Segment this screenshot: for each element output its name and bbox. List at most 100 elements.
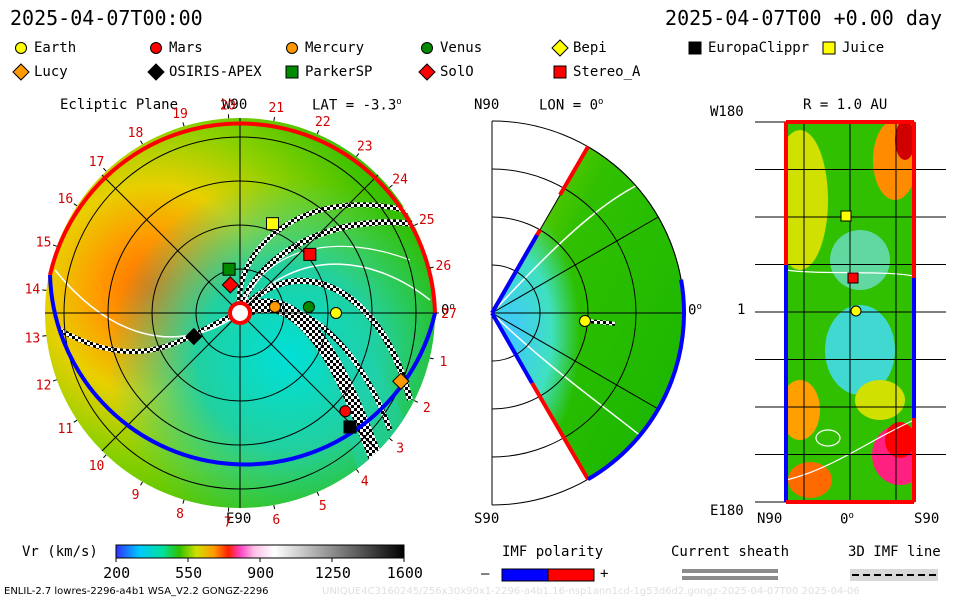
carrington-tick [182,499,185,504]
radial-juice-marker [840,210,852,222]
radial-map [755,120,946,504]
carrington-tick-label: 1 [439,355,447,370]
legend-item: Venus [418,39,482,57]
legend-label: Bepi [573,40,607,56]
radial-x-right: S90 [914,511,940,527]
carrington-tick [389,184,393,189]
meridional-bottom-label: S90 [474,511,500,527]
carrington-tick-label: 20 [220,98,236,113]
carrington-tick [140,140,143,145]
carrington-tick-label: 25 [419,213,435,228]
carrington-tick-label: 11 [58,422,74,437]
imf-minus: – [481,566,490,582]
ecliptic-objects [185,217,410,434]
ecliptic-grid [45,118,435,508]
wedge-grid-ray [491,312,659,410]
legend-marker [688,41,702,55]
carrington-tick [414,223,419,226]
carrington-tick-label: 17 [89,155,105,170]
carrington-tick [356,469,360,473]
ecliptic-marker-earth [330,307,342,319]
imf-polarity-title: IMF polarity [502,544,604,560]
footer-left: ENLIL-2.7 lowres-2296-a4b1 WSA_V2.2 GONG… [4,586,269,597]
current-sheath-swatch-1 [682,569,778,573]
legend-marker [147,63,165,81]
carrington-tick [73,203,78,207]
carrington-tick [140,481,143,486]
carrington-tick [316,491,320,496]
legend-marker [418,63,436,81]
radial-x-left: N90 [757,511,783,527]
carrington-tick-label: 27 [441,307,457,322]
legend-marker [286,42,298,54]
carrington-tick-label: 3 [396,441,404,456]
carrington-tick-label: 18 [128,126,144,141]
carrington-tick-label: 19 [172,107,188,122]
legend-marker [15,42,27,54]
circle-icon [15,42,27,54]
footer-right: UNIQUE4C3160245/256x30x90x1-2296-a4b1.16… [322,586,860,597]
ecliptic-rim-blue [48,274,437,467]
imf-3d-title: 3D IMF line [848,544,941,560]
ecliptic-marker-osiris-apex [185,327,203,346]
carrington-tick [73,419,78,423]
legend-item: ParkerSP [283,63,372,81]
ecliptic-marker-mercury [268,300,281,313]
legend-item: Mercury [283,39,364,57]
square-icon [688,41,702,55]
ecliptic-rim-red [48,121,437,314]
ecliptic-marker-europaclippr [343,420,357,434]
carrington-tick [273,116,276,122]
colorbar-tick-label: 1600 [386,564,423,582]
carrington-tick-label: 13 [25,331,41,346]
carrington-tick-label: 26 [436,259,452,274]
carrington-tick [389,437,393,442]
carrington-tick [414,400,419,403]
legend-marker [421,42,433,54]
carrington-tick-label: 8 [176,507,184,522]
colorbar-ticks [115,558,405,562]
carrington-tick-label: 9 [132,488,140,503]
carrington-tick [103,167,107,172]
ecliptic-marker-lucy [392,372,410,390]
colorbar-tick-label: 200 [103,564,131,582]
radial-mid-label: 1 [737,302,746,318]
ecliptic-marker-mars [339,405,352,418]
radial-bottom-label: E180 [710,503,744,519]
date-right: 2025-04-07T00 +0.00 day [665,6,942,30]
legend-item: Juice [820,39,884,57]
colorbar-tick-label: 900 [247,564,275,582]
square-icon [822,41,836,55]
legend-item: Bepi [551,39,607,57]
legend-marker [285,65,299,79]
meridional-top-label: N90 [474,97,500,113]
legend-marker [150,42,162,54]
carrington-tick-label: 4 [361,475,369,490]
ecliptic-marker-parkersp [222,262,236,276]
date-left: 2025-04-07T00:00 [10,6,203,30]
diamond-icon [551,39,569,57]
ecliptic-right-label: 0o [441,302,455,319]
legend-item: Lucy [12,63,68,81]
legend-marker [551,39,569,57]
carrington-tick [316,130,320,135]
ecliptic-marker-stereo_a [303,247,317,261]
legend-label: EuropaClippr [708,40,810,56]
legend-marker [822,41,836,55]
carrington-tick-label: 15 [36,236,52,251]
ecliptic-marker-solo [221,276,240,294]
legend-item: OSIRIS-APEX [147,63,262,81]
legend-label: Lucy [34,64,68,80]
carrington-tick [182,122,185,127]
carrington-tick-label: 16 [58,192,74,207]
colorbar [115,544,405,559]
circle-icon [421,42,433,54]
carrington-tick-label: 7 [224,516,232,531]
circle-icon [150,42,162,54]
legend-label: Stereo_A [573,64,641,80]
carrington-tick [52,379,57,382]
radial-earth-marker [850,305,862,317]
current-sheath-swatch-2 [682,576,778,580]
carrington-tick [273,504,276,510]
wedge-grid-ray [491,216,659,314]
